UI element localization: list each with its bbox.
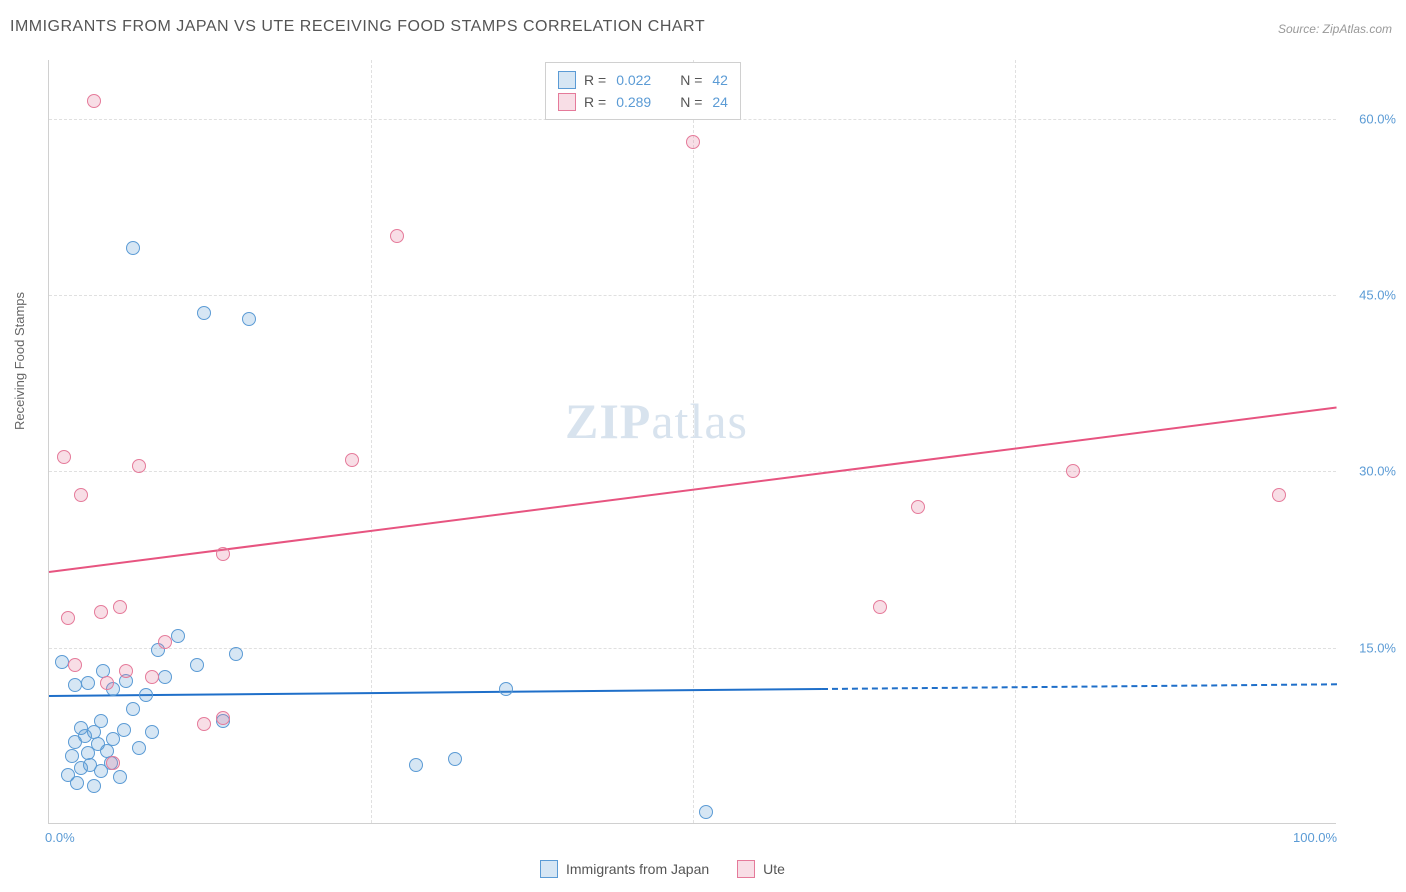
data-point-ute [132,459,146,473]
swatch-japan [558,71,576,89]
legend-item-japan: Immigrants from Japan [540,860,709,878]
n-value-japan: 42 [712,72,728,88]
data-point-ute [197,717,211,731]
y-tick-label: 60.0% [1344,111,1396,126]
watermark-atlas: atlas [651,393,748,449]
data-point-japan [448,752,462,766]
x-tick-label: 100.0% [1293,830,1337,845]
data-point-japan [139,688,153,702]
data-point-japan [87,779,101,793]
chart-title: IMMIGRANTS FROM JAPAN VS UTE RECEIVING F… [10,18,705,36]
data-point-ute [106,756,120,770]
data-point-ute [94,605,108,619]
correlation-legend: R = 0.022 N = 42 R = 0.289 N = 24 [545,62,741,120]
data-point-japan [94,714,108,728]
data-point-japan [499,682,513,696]
data-point-ute [1066,464,1080,478]
legend-row-ute: R = 0.289 N = 24 [558,91,728,113]
data-point-japan [113,770,127,784]
y-tick-label: 45.0% [1344,288,1396,303]
y-tick-label: 30.0% [1344,464,1396,479]
x-tick-label: 0.0% [45,830,75,845]
swatch-japan [540,860,558,878]
trendline-japan-dashed [822,683,1337,690]
legend-label-ute: Ute [763,861,785,877]
r-label: R = [584,94,606,110]
data-point-japan [190,658,204,672]
data-point-japan [70,776,84,790]
legend-label-japan: Immigrants from Japan [566,861,709,877]
data-point-ute [345,453,359,467]
data-point-japan [126,702,140,716]
data-point-japan [171,629,185,643]
n-label: N = [680,94,702,110]
data-point-ute [68,658,82,672]
n-value-ute: 24 [712,94,728,110]
data-point-ute [145,670,159,684]
data-point-japan [699,805,713,819]
data-point-ute [57,450,71,464]
swatch-ute [737,860,755,878]
data-point-japan [117,723,131,737]
watermark-zip: ZIP [565,393,651,449]
source-attribution: Source: ZipAtlas.com [1278,22,1392,36]
y-tick-label: 15.0% [1344,640,1396,655]
data-point-ute [390,229,404,243]
data-point-japan [229,647,243,661]
r-value-japan: 0.022 [616,72,672,88]
data-point-ute [158,635,172,649]
data-point-ute [911,500,925,514]
legend-row-japan: R = 0.022 N = 42 [558,69,728,91]
data-point-ute [216,711,230,725]
trendline-japan [49,688,822,697]
data-point-ute [686,135,700,149]
data-point-japan [158,670,172,684]
data-point-ute [100,676,114,690]
data-point-ute [113,600,127,614]
legend-item-ute: Ute [737,860,785,878]
data-point-japan [409,758,423,772]
data-point-ute [87,94,101,108]
swatch-ute [558,93,576,111]
data-point-japan [197,306,211,320]
r-label: R = [584,72,606,88]
r-value-ute: 0.289 [616,94,672,110]
data-point-ute [119,664,133,678]
series-legend: Immigrants from Japan Ute [540,860,785,878]
data-point-ute [216,547,230,561]
y-axis-label: Receiving Food Stamps [12,292,27,430]
gridline-v [1015,60,1016,823]
data-point-ute [1272,488,1286,502]
data-point-japan [55,655,69,669]
data-point-ute [61,611,75,625]
data-point-japan [132,741,146,755]
watermark: ZIPatlas [565,392,748,450]
n-label: N = [680,72,702,88]
data-point-japan [68,678,82,692]
data-point-japan [126,241,140,255]
data-point-japan [81,676,95,690]
data-point-ute [74,488,88,502]
data-point-ute [873,600,887,614]
gridline-v [371,60,372,823]
data-point-japan [242,312,256,326]
data-point-japan [145,725,159,739]
